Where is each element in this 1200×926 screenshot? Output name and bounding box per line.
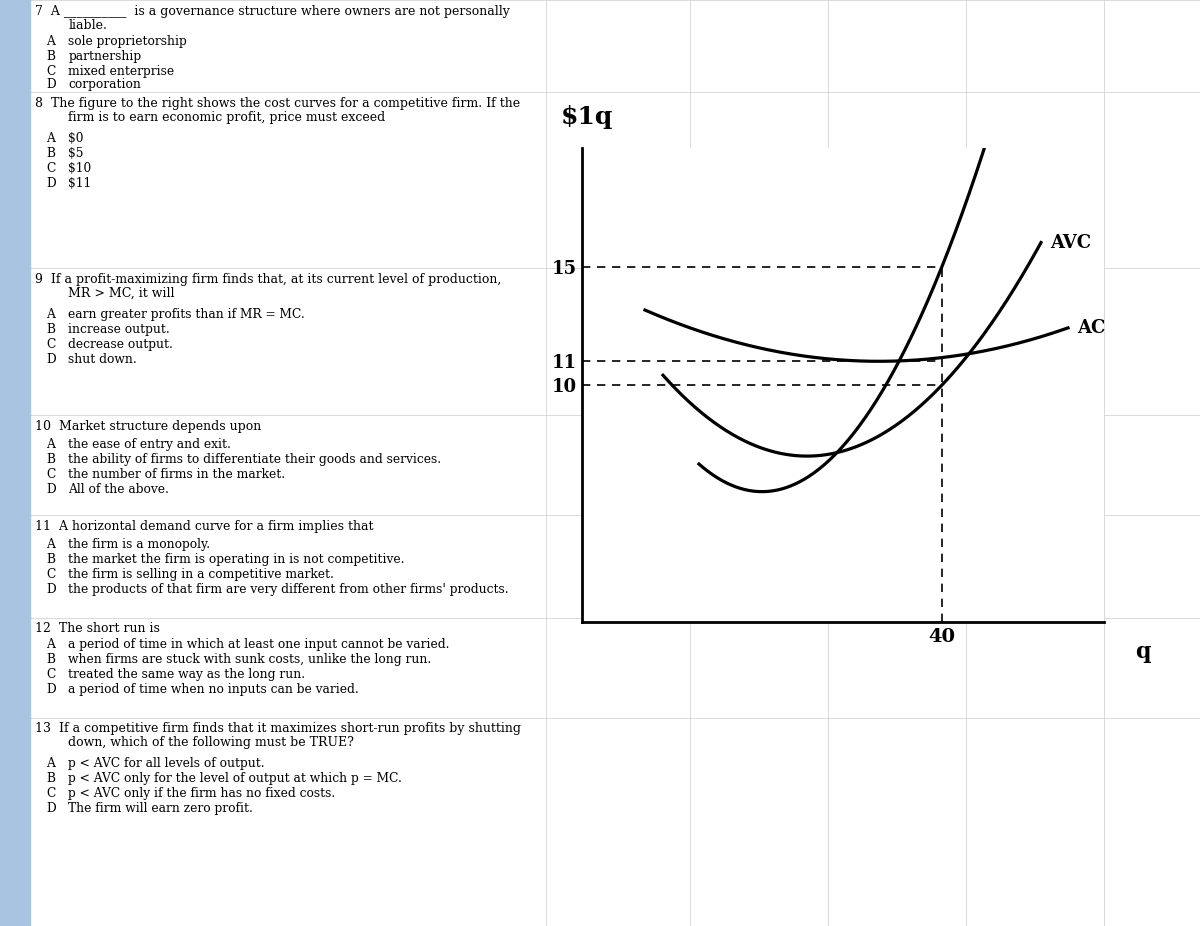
Text: C: C — [47, 162, 55, 175]
Text: the ability of firms to differentiate their goods and services.: the ability of firms to differentiate th… — [68, 453, 442, 466]
Text: A: A — [47, 438, 55, 451]
Text: B: B — [47, 50, 55, 63]
Text: C: C — [47, 787, 55, 800]
Text: 11  A horizontal demand curve for a firm implies that: 11 A horizontal demand curve for a firm … — [36, 520, 374, 533]
Text: D: D — [47, 177, 56, 190]
Text: q: q — [1135, 641, 1151, 663]
Text: $11: $11 — [68, 177, 91, 190]
Text: p < AVC only if the firm has no fixed costs.: p < AVC only if the firm has no fixed co… — [68, 787, 336, 800]
Text: $1q: $1q — [562, 105, 613, 129]
Text: $10: $10 — [68, 162, 91, 175]
Text: p < AVC for all levels of output.: p < AVC for all levels of output. — [68, 757, 265, 770]
Text: when firms are stuck with sunk costs, unlike the long run.: when firms are stuck with sunk costs, un… — [68, 653, 432, 666]
Text: A: A — [47, 538, 55, 551]
Text: B: B — [47, 772, 55, 785]
Text: All of the above.: All of the above. — [68, 483, 169, 496]
Text: liable.: liable. — [68, 19, 107, 32]
Text: 12  The short run is: 12 The short run is — [36, 622, 161, 635]
Text: the products of that firm are very different from other firms' products.: the products of that firm are very diffe… — [68, 583, 509, 596]
Bar — [0, 92, 30, 268]
Text: C: C — [47, 468, 55, 481]
Text: $0: $0 — [68, 132, 84, 145]
Text: the firm is selling in a competitive market.: the firm is selling in a competitive mar… — [68, 568, 334, 581]
Text: B: B — [47, 323, 55, 336]
Text: B: B — [47, 653, 55, 666]
Text: C: C — [47, 668, 55, 681]
Text: 7  A __________  is a governance structure where owners are not personally: 7 A __________ is a governance structure… — [36, 5, 510, 18]
Text: MR > MC, it will: MR > MC, it will — [68, 287, 175, 300]
Text: AVC: AVC — [1050, 233, 1091, 252]
Text: a period of time when no inputs can be varied.: a period of time when no inputs can be v… — [68, 683, 359, 696]
Text: the ease of entry and exit.: the ease of entry and exit. — [68, 438, 232, 451]
Text: D: D — [47, 683, 56, 696]
Text: 13  If a competitive firm finds that it maximizes short-run profits by shutting: 13 If a competitive firm finds that it m… — [36, 722, 522, 735]
Text: firm is to earn economic profit, price must exceed: firm is to earn economic profit, price m… — [68, 111, 385, 124]
Text: A: A — [47, 35, 55, 48]
Text: D: D — [47, 483, 56, 496]
Text: $5: $5 — [68, 147, 84, 160]
Bar — [0, 268, 30, 415]
Text: increase output.: increase output. — [68, 323, 170, 336]
Text: 9  If a profit-maximizing firm finds that, at its current level of production,: 9 If a profit-maximizing firm finds that… — [36, 273, 502, 286]
Text: D: D — [47, 78, 56, 91]
Text: AC: AC — [1078, 319, 1105, 337]
Text: down, which of the following must be TRUE?: down, which of the following must be TRU… — [68, 736, 354, 749]
Text: D: D — [47, 802, 56, 815]
Text: 8  The figure to the right shows the cost curves for a competitive firm. If the: 8 The figure to the right shows the cost… — [36, 97, 521, 110]
Text: The firm will earn zero profit.: The firm will earn zero profit. — [68, 802, 253, 815]
Text: shut down.: shut down. — [68, 353, 137, 366]
Bar — [0, 718, 30, 926]
Text: the number of firms in the market.: the number of firms in the market. — [68, 468, 286, 481]
Text: 10  Market structure depends upon: 10 Market structure depends upon — [36, 420, 262, 433]
Text: partnership: partnership — [68, 50, 142, 63]
Text: A: A — [47, 308, 55, 321]
Bar — [0, 415, 30, 515]
Text: decrease output.: decrease output. — [68, 338, 173, 351]
Text: corporation: corporation — [68, 78, 142, 91]
Text: the market the firm is operating in is not competitive.: the market the firm is operating in is n… — [68, 553, 404, 566]
Text: B: B — [47, 147, 55, 160]
Text: earn greater profits than if MR = MC.: earn greater profits than if MR = MC. — [68, 308, 305, 321]
Text: B: B — [47, 553, 55, 566]
Text: A: A — [47, 757, 55, 770]
Bar — [0, 515, 30, 618]
Text: A: A — [47, 638, 55, 651]
Text: the firm is a monopoly.: the firm is a monopoly. — [68, 538, 210, 551]
Text: treated the same way as the long run.: treated the same way as the long run. — [68, 668, 305, 681]
Text: mixed enterprise: mixed enterprise — [68, 65, 174, 78]
Text: C: C — [47, 568, 55, 581]
Text: p < AVC only for the level of output at which p = MC.: p < AVC only for the level of output at … — [68, 772, 402, 785]
Bar — [0, 618, 30, 718]
Text: sole proprietorship: sole proprietorship — [68, 35, 187, 48]
Text: B: B — [47, 453, 55, 466]
Text: C: C — [47, 338, 55, 351]
Text: A: A — [47, 132, 55, 145]
Text: a period of time in which at least one input cannot be varied.: a period of time in which at least one i… — [68, 638, 450, 651]
Text: D: D — [47, 353, 56, 366]
Text: D: D — [47, 583, 56, 596]
Bar — [0, 0, 30, 92]
Text: C: C — [47, 65, 55, 78]
